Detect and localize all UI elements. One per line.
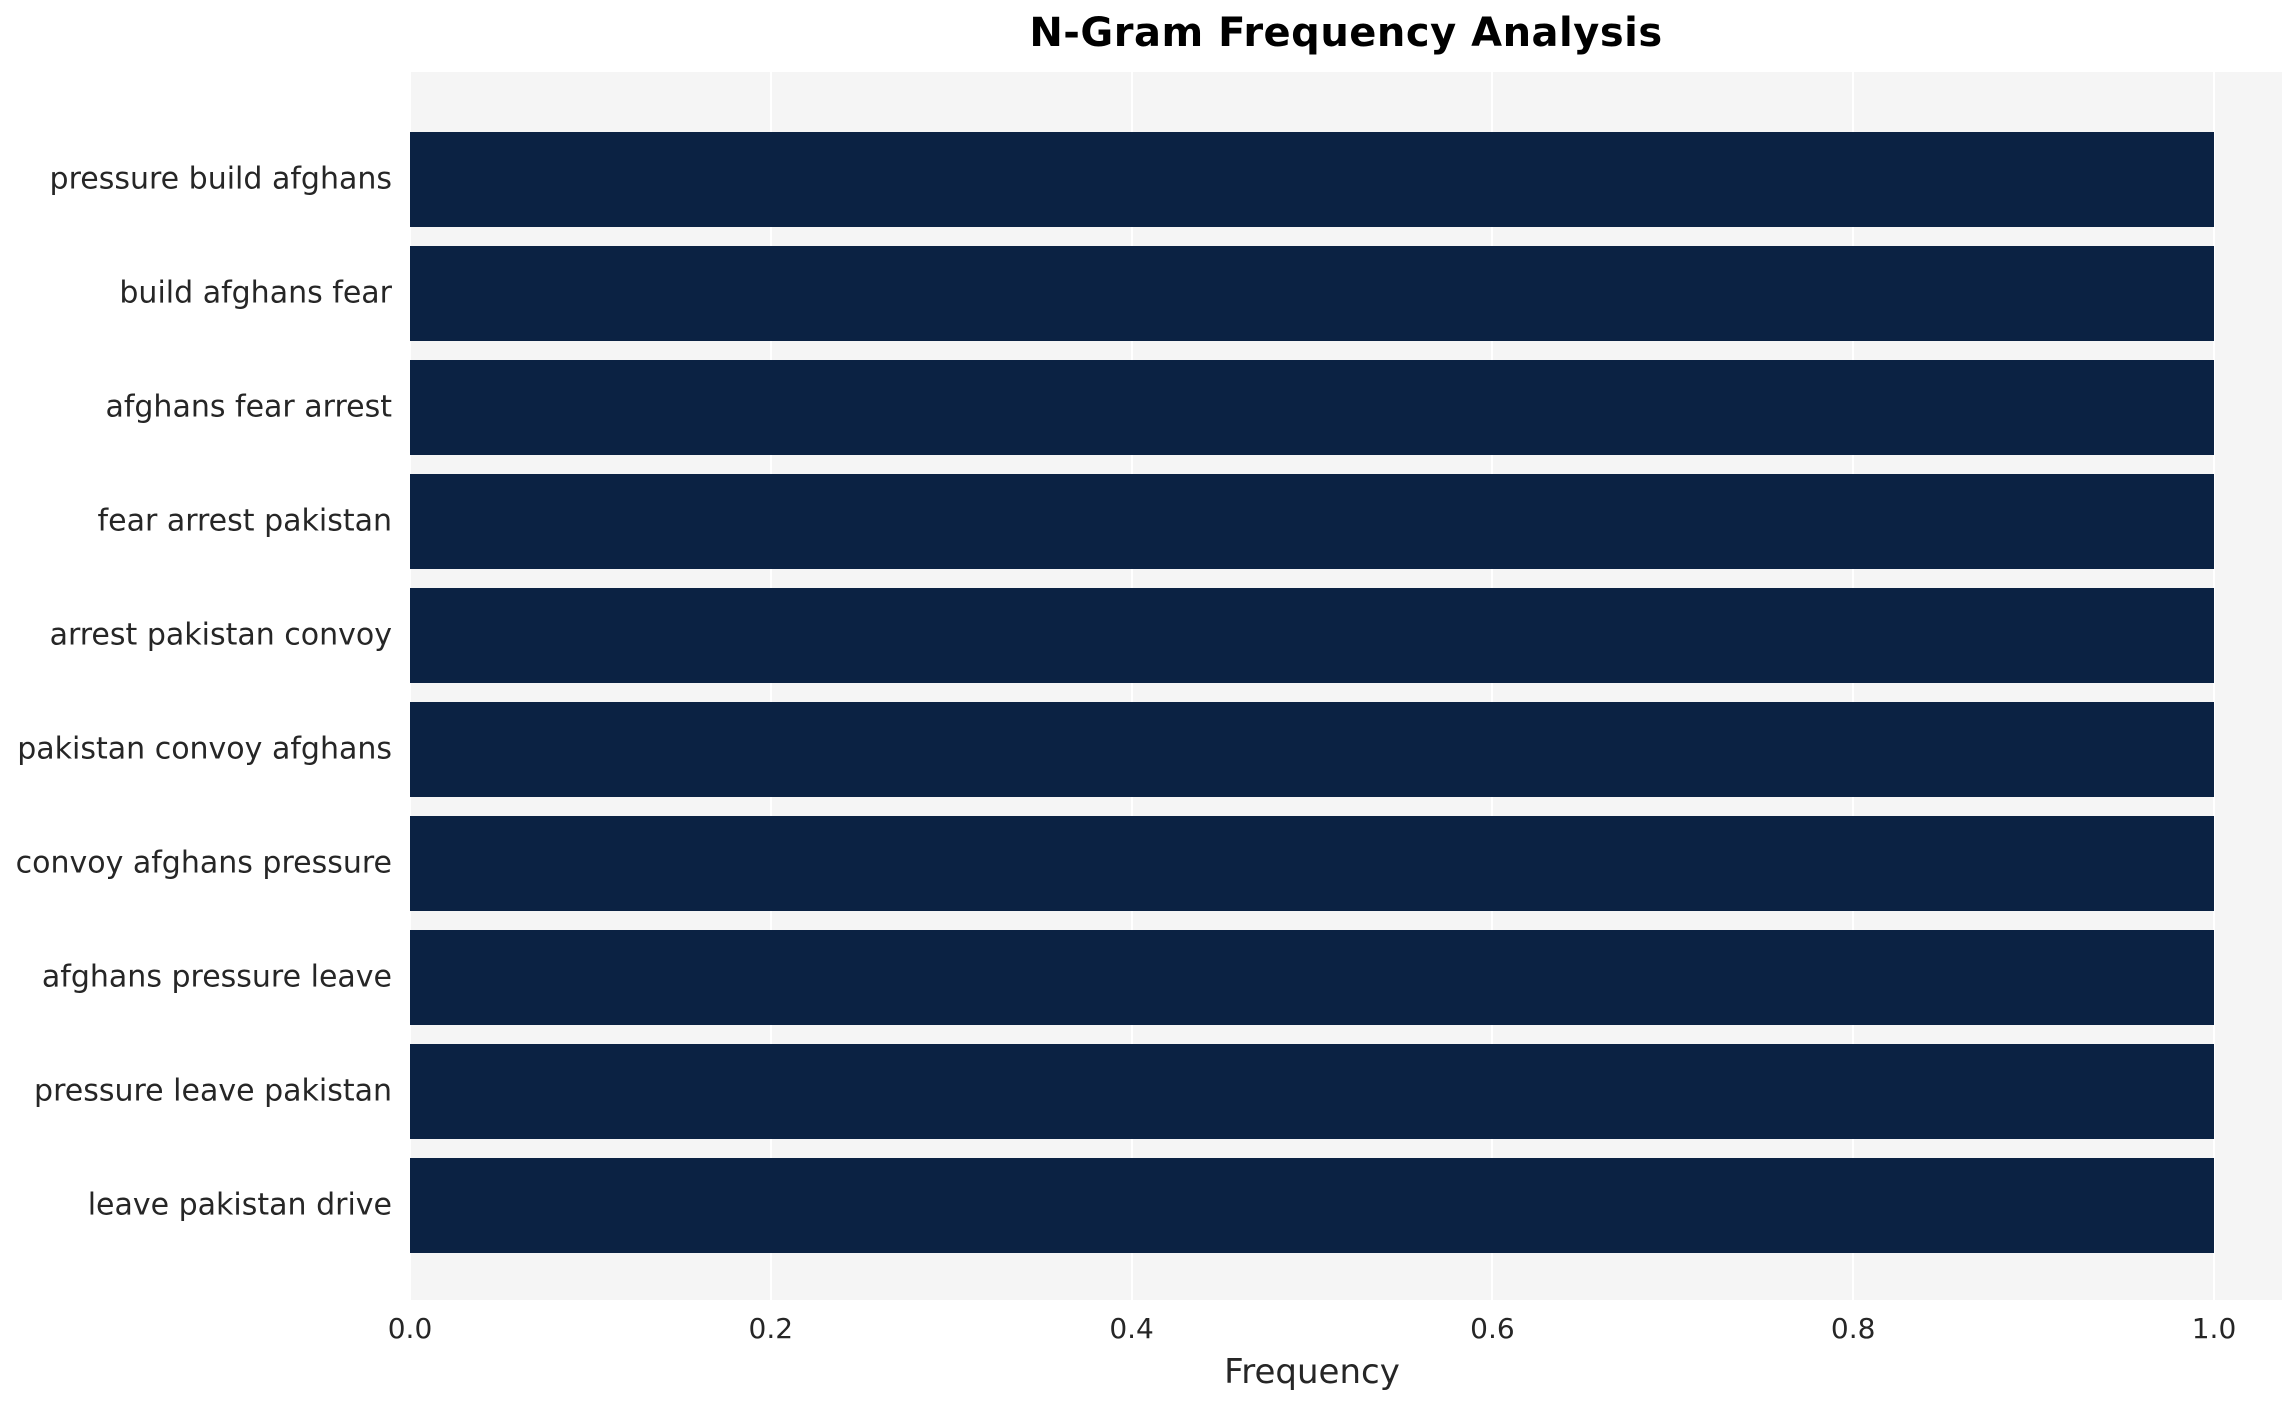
gridline [2213, 72, 2215, 1300]
bar-row: pressure leave pakistan [34, 1034, 2214, 1148]
bar-row: afghans fear arrest [105, 350, 2214, 464]
gridline [1130, 72, 1133, 1300]
category-label: afghans pressure leave [41, 959, 392, 995]
category-label: pakistan convoy afghans [17, 731, 392, 767]
category-label: fear arrest pakistan [97, 503, 392, 539]
gridline [1491, 72, 1494, 1300]
gridlines [409, 72, 2215, 1300]
category-label: pressure leave pakistan [34, 1073, 392, 1109]
frequency-bar [410, 1043, 2214, 1139]
category-label: leave pakistan drive [87, 1187, 392, 1223]
bar-row: pressure build afghans [50, 122, 2214, 236]
bar-row: build afghans fear [119, 236, 2214, 350]
frequency-bar [410, 587, 2214, 683]
frequency-bar [410, 473, 2214, 569]
x-axis-tick-label: 0.8 [1830, 1312, 1876, 1345]
plot-area: pressure build afghans build afghans fear… [16, 72, 2282, 1300]
frequency-bar [410, 245, 2214, 341]
frequency-bar [410, 929, 2214, 1025]
category-label: afghans fear arrest [105, 389, 392, 425]
frequency-bar [410, 815, 2214, 911]
frequency-bar [410, 701, 2214, 797]
bar-row: pakistan convoy afghans [17, 692, 2214, 806]
gridline [769, 72, 772, 1300]
category-label: build afghans fear [119, 275, 392, 311]
frequency-bar [410, 1157, 2214, 1253]
bar-row: afghans pressure leave [42, 920, 2214, 1034]
category-label: convoy afghans pressure [15, 845, 392, 881]
gridline [409, 72, 411, 1300]
x-axis-tick-label: 0.2 [748, 1312, 794, 1345]
x-axis-ticks: 0.0 0.2 0.4 0.6 0.8 1.0 [388, 1312, 2237, 1348]
x-axis-tick-label: 1.0 [2191, 1312, 2237, 1345]
bar-row: fear arrest pakistan [98, 464, 2214, 578]
x-axis-label: Frequency [1224, 1352, 1400, 1392]
chart-title: N-Gram Frequency Analysis [1029, 10, 1663, 56]
bars-area: pressure build afghans build afghans fear… [16, 72, 2214, 1300]
gridline [1852, 72, 1855, 1300]
category-label: arrest pakistan convoy [49, 617, 392, 653]
bar-row: leave pakistan drive [88, 1148, 2214, 1262]
x-axis-tick-label: 0.0 [387, 1312, 433, 1345]
x-axis-tick-label: 0.4 [1109, 1312, 1154, 1345]
bar-row: arrest pakistan convoy [50, 578, 2214, 692]
bar-row: convoy afghans pressure [16, 806, 2214, 920]
frequency-bar [410, 131, 2214, 227]
x-axis-tick-label: 0.6 [1470, 1312, 1515, 1345]
category-label: pressure build afghans [49, 161, 392, 197]
frequency-bar [410, 359, 2214, 455]
